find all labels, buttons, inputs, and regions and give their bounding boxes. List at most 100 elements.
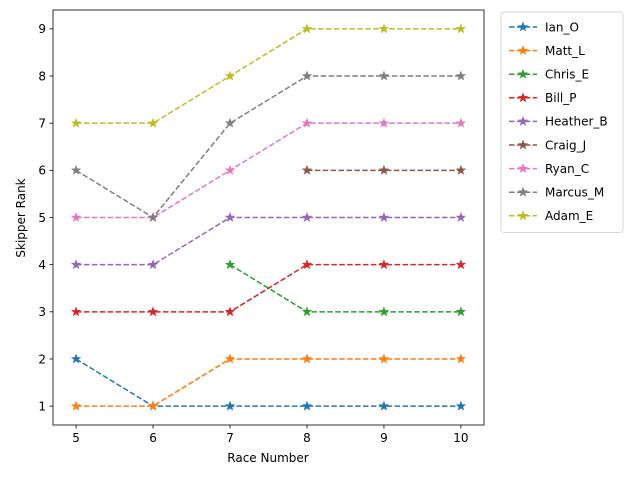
legend-label: Heather_B [545, 115, 608, 129]
x-tick-label: 7 [226, 431, 234, 445]
data-point-Ryan_C-race-9 [378, 117, 390, 128]
legend-star-icon [517, 21, 529, 32]
legend-label: Adam_E [545, 209, 593, 223]
legend-label: Chris_E [545, 68, 589, 82]
data-point-Craig_J-race-8 [301, 164, 313, 175]
data-point-Ian_O-race-7 [224, 400, 236, 411]
y-tick-label: 3 [38, 305, 46, 319]
data-point-Heather_B-race-5 [70, 259, 82, 270]
legend-star-icon [517, 163, 529, 174]
series-line-Bill_P [76, 263, 461, 313]
series-line-Adam_E [76, 28, 461, 124]
data-point-Matt_L-race-8 [301, 353, 313, 364]
legend-item-Bill_P: Bill_P [509, 91, 576, 105]
data-point-Chris_E-race-10 [455, 306, 467, 317]
data-point-Adam_E-race-5 [70, 117, 82, 128]
y-tick-label: 6 [38, 164, 46, 178]
y-tick-label: 7 [38, 116, 46, 130]
data-point-Matt_L-race-9 [378, 353, 390, 364]
data-point-Matt_L-race-10 [455, 353, 467, 364]
legend-item-Ryan_C: Ryan_C [509, 162, 589, 176]
legend-label: Ryan_C [545, 162, 589, 176]
series-Matt_L [70, 353, 467, 411]
legend-label: Matt_L [545, 44, 585, 58]
data-point-Adam_E-race-6 [147, 117, 159, 128]
data-point-Adam_E-race-7 [224, 70, 236, 81]
data-point-Adam_E-race-9 [378, 23, 390, 34]
legend-item-Matt_L: Matt_L [509, 44, 585, 58]
series-line-Heather_B [76, 216, 461, 266]
plot-area [52, 9, 485, 426]
data-point-Bill_P-race-6 [147, 306, 159, 317]
y-tick-label: 5 [38, 211, 46, 225]
data-point-Matt_L-race-7 [224, 353, 236, 364]
y-tick-label: 1 [38, 399, 46, 413]
data-point-Heather_B-race-8 [301, 212, 313, 222]
series-Craig_J [301, 164, 467, 175]
series-line-Ian_O [75, 358, 461, 407]
data-point-Heather_B-race-10 [455, 212, 467, 222]
legend-label: Ian_O [545, 20, 579, 34]
data-point-Matt_L-race-5 [70, 400, 82, 411]
series-Chris_E [224, 259, 467, 317]
series-Bill_P [70, 259, 467, 317]
y-axis: 1 2 3 4 5 6 7 8 9 [38, 22, 53, 413]
data-point-Craig_J-race-10 [455, 164, 467, 175]
data-point-Bill_P-race-8 [301, 259, 313, 270]
legend-label: Bill_P [545, 91, 576, 105]
legend-item-Chris_E: Chris_E [509, 68, 589, 82]
data-point-Bill_P-race-9 [378, 259, 390, 270]
y-tick-label: 4 [38, 258, 46, 272]
data-point-Ian_O-race-8 [301, 400, 313, 411]
data-point-Adam_E-race-10 [455, 23, 467, 34]
data-point-Adam_E-race-8 [301, 23, 313, 34]
x-tick-label: 6 [149, 431, 157, 445]
data-point-Chris_E-race-9 [378, 306, 390, 317]
series-Adam_E [70, 23, 467, 128]
x-tick-label: 5 [72, 431, 80, 445]
series-Heather_B [70, 212, 467, 270]
y-tick-label: 9 [38, 22, 46, 36]
data-point-Heather_B-race-6 [147, 259, 159, 270]
data-point-Ryan_C-race-8 [301, 117, 313, 128]
legend-star-icon [517, 45, 529, 56]
data-point-Marcus_M-race-8 [301, 70, 313, 81]
x-tick-label: 8 [303, 431, 311, 445]
y-tick-label: 8 [38, 69, 46, 83]
data-point-Bill_P-race-10 [455, 259, 467, 270]
series-line-Marcus_M [75, 75, 461, 219]
legend-item-Marcus_M: Marcus_M [509, 186, 604, 200]
legend-star-icon [517, 68, 529, 79]
series-line-Chris_E [229, 264, 461, 313]
data-point-Bill_P-race-7 [224, 306, 236, 317]
x-axis: 5 6 7 8 9 10 [72, 425, 469, 445]
series-Marcus_M [70, 70, 467, 222]
y-axis-label: Skipper Rank [14, 178, 28, 257]
series-line-Ryan_C [76, 122, 461, 219]
x-tick-label: 9 [380, 431, 388, 445]
data-point-Chris_E-race-7 [224, 259, 236, 270]
legend-label: Marcus_M [545, 186, 604, 200]
x-tick-label: 10 [453, 431, 468, 445]
data-point-Marcus_M-race-6 [147, 212, 159, 222]
legend-star-icon [517, 115, 529, 126]
data-point-Ryan_C-race-5 [70, 212, 82, 222]
data-point-Craig_J-race-9 [378, 164, 390, 175]
legend-item-Ian_O: Ian_O [509, 20, 579, 34]
data-point-Bill_P-race-5 [70, 306, 82, 317]
data-point-Ryan_C-race-7 [224, 164, 236, 175]
data-point-Ryan_C-race-10 [455, 117, 467, 128]
legend-item-Craig_J: Craig_J [509, 138, 586, 152]
data-point-Chris_E-race-8 [301, 306, 313, 317]
legend-item-Heather_B: Heather_B [509, 115, 608, 129]
data-point-Marcus_M-race-7 [224, 117, 236, 128]
data-point-Heather_B-race-9 [378, 212, 390, 222]
data-point-Marcus_M-race-5 [70, 164, 82, 175]
data-point-Heather_B-race-7 [224, 212, 236, 222]
legend-frame [500, 11, 624, 233]
series-line-Matt_L [76, 358, 461, 407]
legend-label: Craig_J [545, 138, 586, 152]
data-point-Ian_O-race-9 [378, 400, 390, 411]
